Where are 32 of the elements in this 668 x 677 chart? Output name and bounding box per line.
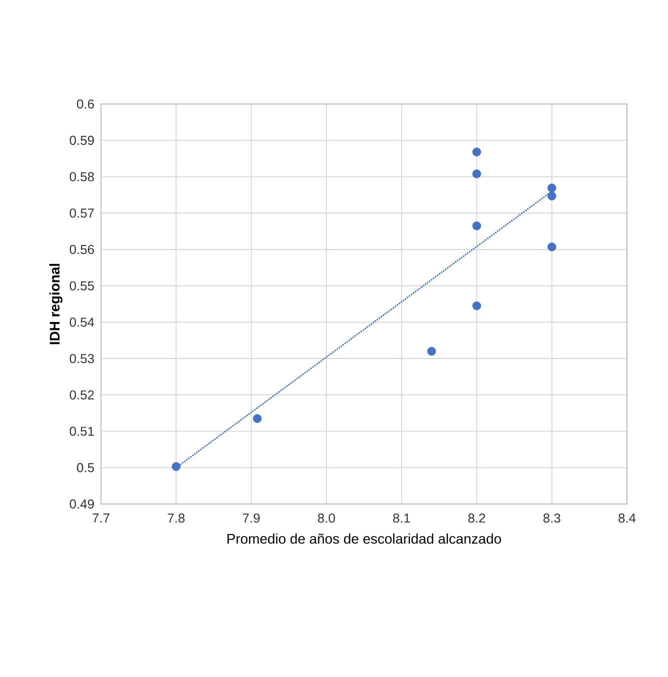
x-tick-label: 8.1 xyxy=(393,513,410,523)
y-tick-label: 0.49 xyxy=(70,499,94,509)
y-tick-label: 0.57 xyxy=(70,208,94,218)
x-axis-title: Promedio de años de escolaridad alcanzado xyxy=(228,533,501,544)
x-tick-label: 7.8 xyxy=(168,513,185,523)
y-tick-label: 0.6 xyxy=(76,99,94,109)
point xyxy=(547,184,556,192)
point xyxy=(472,301,482,310)
y-tick-label: 0.59 xyxy=(70,136,94,145)
x-tick-label: 8.3 xyxy=(543,513,560,523)
point xyxy=(427,346,436,356)
point xyxy=(547,192,556,200)
x-tick-label: 7.9 xyxy=(242,513,260,523)
y-tick-label: 0.55 xyxy=(70,281,94,290)
point xyxy=(172,462,181,471)
x-tick-label: 8.2 xyxy=(468,513,486,523)
y-tick-label: 0.52 xyxy=(70,390,94,400)
x-tick-label: 8.4 xyxy=(618,513,636,523)
y-tick-label: 0.58 xyxy=(70,172,94,182)
point xyxy=(472,148,482,156)
x-tick-label: 8.0 xyxy=(318,513,335,523)
point xyxy=(472,169,482,178)
y-tick-label: 0.53 xyxy=(70,354,94,364)
point xyxy=(472,221,482,230)
x-tick-label: 7.7 xyxy=(92,514,110,522)
y-axis-title: IDH regional xyxy=(49,264,62,344)
point xyxy=(252,414,262,423)
point xyxy=(547,242,556,252)
y-tick-label: 0.54 xyxy=(70,318,94,327)
y-tick-label: 0.51 xyxy=(70,426,94,436)
y-tick-label: 0.56 xyxy=(70,244,94,254)
y-tick-label: 0.5 xyxy=(76,463,94,472)
